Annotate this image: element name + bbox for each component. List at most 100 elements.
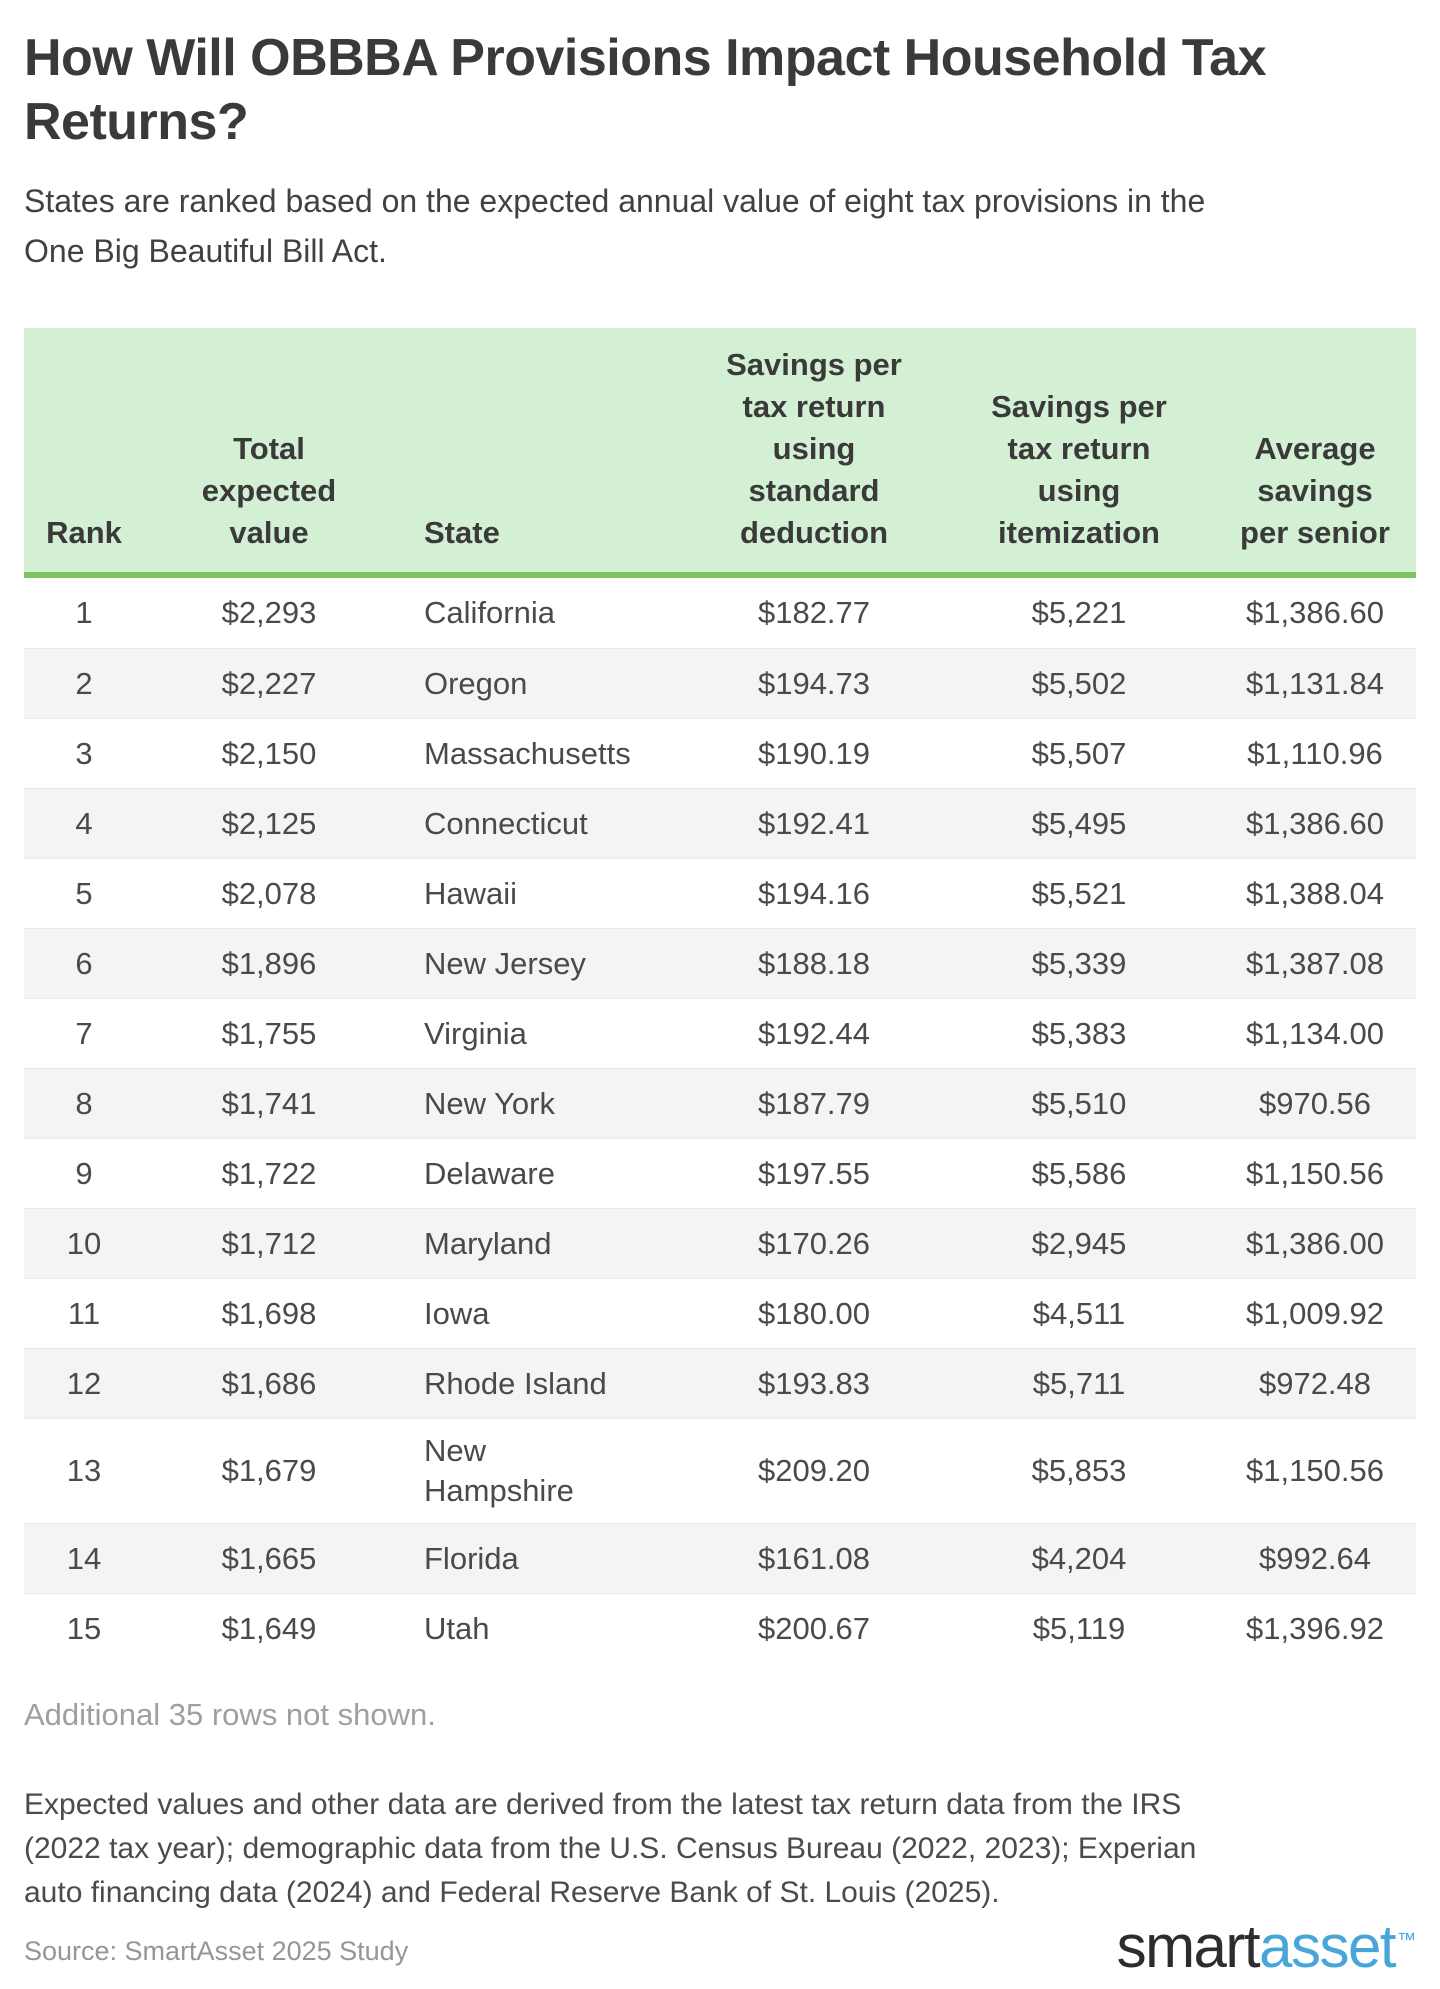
table-row: 8 $1,741 New York $187.79 $5,510 $970.56	[24, 1068, 1416, 1139]
cell-savings-itemization: $5,495	[1031, 805, 1127, 841]
cell-average-savings-per-senior: $1,150.56	[1246, 1155, 1384, 1191]
cell-savings-itemization: $5,383	[1031, 1015, 1127, 1051]
cell-rank: 4	[75, 805, 93, 841]
cell-savings-itemization: $5,502	[1031, 665, 1127, 701]
cell-savings-standard-deduction: $194.73	[757, 665, 871, 701]
cell-average-savings-per-senior: $1,134.00	[1246, 1015, 1384, 1051]
footer: Source: SmartAsset 2025 Study smartasset…	[24, 1917, 1416, 1977]
source-text: Source: SmartAsset 2025 Study	[24, 1936, 409, 1966]
table-row: 7 $1,755 Virginia $192.44 $5,383 $1,134.…	[24, 998, 1416, 1068]
cell-savings-itemization: $5,221	[1031, 595, 1127, 631]
cell-state: New Hampshire	[424, 1433, 574, 1509]
table-row: 2 $2,227 Oregon $194.73 $5,502 $1,131.84	[24, 648, 1416, 719]
methodology-text: Expected values and other data are deriv…	[24, 1788, 1197, 1910]
cell-average-savings-per-senior: $1,387.08	[1246, 945, 1384, 981]
cell-savings-standard-deduction: $209.20	[757, 1453, 871, 1489]
table-row: 13 $1,679 New Hampshire $209.20 $5,853 $…	[24, 1418, 1416, 1523]
cell-savings-standard-deduction: $194.16	[757, 875, 871, 911]
cell-savings-standard-deduction: $170.26	[757, 1225, 871, 1261]
cell-savings-itemization: $5,521	[1031, 875, 1127, 911]
column-header-savings-standard-deduction: Savings per tax return using standard de…	[726, 347, 902, 551]
cell-savings-standard-deduction: $192.44	[757, 1015, 871, 1051]
cell-rank: 5	[75, 875, 93, 911]
cell-average-savings-per-senior: $970.56	[1258, 1085, 1372, 1121]
cell-state: New Jersey	[424, 945, 586, 981]
cell-state: Utah	[424, 1610, 490, 1646]
cell-total-expected-value: $1,712	[221, 1225, 317, 1261]
cell-rank: 6	[75, 945, 93, 981]
cell-state: Massachusetts	[424, 735, 631, 771]
table-row: 12 $1,686 Rhode Island $193.83 $5,711 $9…	[24, 1348, 1416, 1419]
cell-rank: 14	[66, 1540, 102, 1576]
cell-total-expected-value: $2,078	[221, 875, 317, 911]
cell-savings-standard-deduction: $182.77	[757, 595, 871, 631]
cell-total-expected-value: $2,227	[221, 665, 317, 701]
column-header-total-expected-value: Total expected value	[201, 431, 337, 551]
column-header-rank: Rank	[46, 515, 122, 551]
table-row: 6 $1,896 New Jersey $188.18 $5,339 $1,38…	[24, 928, 1416, 999]
infographic-page: How Will OBBBA Provisions Impact Househo…	[0, 26, 1440, 1989]
column-header-state: State	[424, 515, 500, 551]
cell-rank: 15	[66, 1610, 102, 1646]
table-body: 1 $2,293 California $182.77 $5,221 $1,38…	[24, 578, 1416, 1663]
table-row: 14 $1,665 Florida $161.08 $4,204 $992.64	[24, 1523, 1416, 1594]
cell-total-expected-value: $1,698	[221, 1295, 317, 1331]
page-subtitle: States are ranked based on the expected …	[24, 182, 1206, 269]
cell-state: Maryland	[424, 1225, 552, 1261]
cell-average-savings-per-senior: $1,386.60	[1246, 805, 1384, 841]
cell-savings-itemization: $4,511	[1032, 1295, 1126, 1331]
cell-savings-standard-deduction: $188.18	[757, 945, 871, 981]
cell-state: New York	[424, 1085, 555, 1121]
cell-savings-itemization: $4,204	[1031, 1540, 1127, 1576]
table-row: 4 $2,125 Connecticut $192.41 $5,495 $1,3…	[24, 788, 1416, 859]
logo-text-asset: asset	[1259, 1913, 1396, 1980]
table-header-row: Rank Total expected value State Savings …	[24, 328, 1416, 579]
table-row: 5 $2,078 Hawaii $194.16 $5,521 $1,388.04	[24, 858, 1416, 928]
cell-state: Virginia	[424, 1015, 527, 1051]
cell-rank: 9	[75, 1155, 93, 1191]
cell-savings-standard-deduction: $200.67	[757, 1610, 871, 1646]
cell-average-savings-per-senior: $1,131.84	[1246, 665, 1384, 701]
cell-savings-itemization: $5,586	[1031, 1155, 1127, 1191]
cell-savings-standard-deduction: $187.79	[757, 1085, 871, 1121]
cell-savings-standard-deduction: $180.00	[757, 1295, 871, 1331]
cell-rank: 3	[75, 735, 93, 771]
cell-savings-itemization: $5,119	[1032, 1610, 1126, 1646]
cell-state: California	[424, 595, 555, 631]
column-header-savings-itemization: Savings per tax return using itemization	[991, 389, 1167, 551]
cell-average-savings-per-senior: $1,386.00	[1246, 1225, 1384, 1261]
column-header-average-savings-per-senior: Average savings per senior	[1240, 431, 1390, 551]
rankings-table: Rank Total expected value State Savings …	[24, 328, 1416, 1663]
table-row: 1 $2,293 California $182.77 $5,221 $1,38…	[24, 578, 1416, 648]
cell-total-expected-value: $2,293	[221, 595, 317, 631]
cell-total-expected-value: $1,649	[221, 1610, 317, 1646]
cell-state: Hawaii	[424, 875, 518, 911]
cell-savings-standard-deduction: $193.83	[757, 1365, 871, 1401]
cell-average-savings-per-senior: $1,388.04	[1246, 875, 1384, 911]
cell-savings-standard-deduction: $190.19	[757, 735, 871, 771]
cell-rank: 1	[75, 595, 93, 631]
cell-state: Connecticut	[424, 805, 588, 841]
trademark-icon: ™	[1397, 1930, 1416, 1951]
page-title: How Will OBBBA Provisions Impact Househo…	[24, 29, 1267, 152]
cell-average-savings-per-senior: $1,386.60	[1246, 595, 1384, 631]
cell-rank: 7	[75, 1015, 93, 1051]
cell-total-expected-value: $1,686	[221, 1365, 317, 1401]
cell-rank: 11	[67, 1295, 101, 1331]
cell-total-expected-value: $2,125	[221, 805, 317, 841]
cell-rank: 2	[75, 665, 93, 701]
cell-state: Delaware	[424, 1155, 555, 1191]
cell-savings-standard-deduction: $192.41	[757, 805, 871, 841]
cell-rank: 13	[66, 1453, 102, 1489]
cell-state: Florida	[424, 1540, 519, 1576]
logo-text-smart: smart	[1116, 1913, 1261, 1980]
cell-savings-itemization: $2,945	[1031, 1225, 1127, 1261]
table-row: 10 $1,712 Maryland $170.26 $2,945 $1,386…	[24, 1208, 1416, 1279]
cell-savings-standard-deduction: $161.08	[757, 1540, 871, 1576]
cell-average-savings-per-senior: $972.48	[1258, 1365, 1372, 1401]
cell-average-savings-per-senior: $1,009.92	[1246, 1295, 1384, 1331]
cell-average-savings-per-senior: $1,110.96	[1247, 735, 1383, 771]
cell-average-savings-per-senior: $1,396.92	[1246, 1610, 1384, 1646]
cell-total-expected-value: $1,896	[221, 945, 317, 981]
smartasset-logo: smartasset ™	[1117, 1917, 1416, 1977]
